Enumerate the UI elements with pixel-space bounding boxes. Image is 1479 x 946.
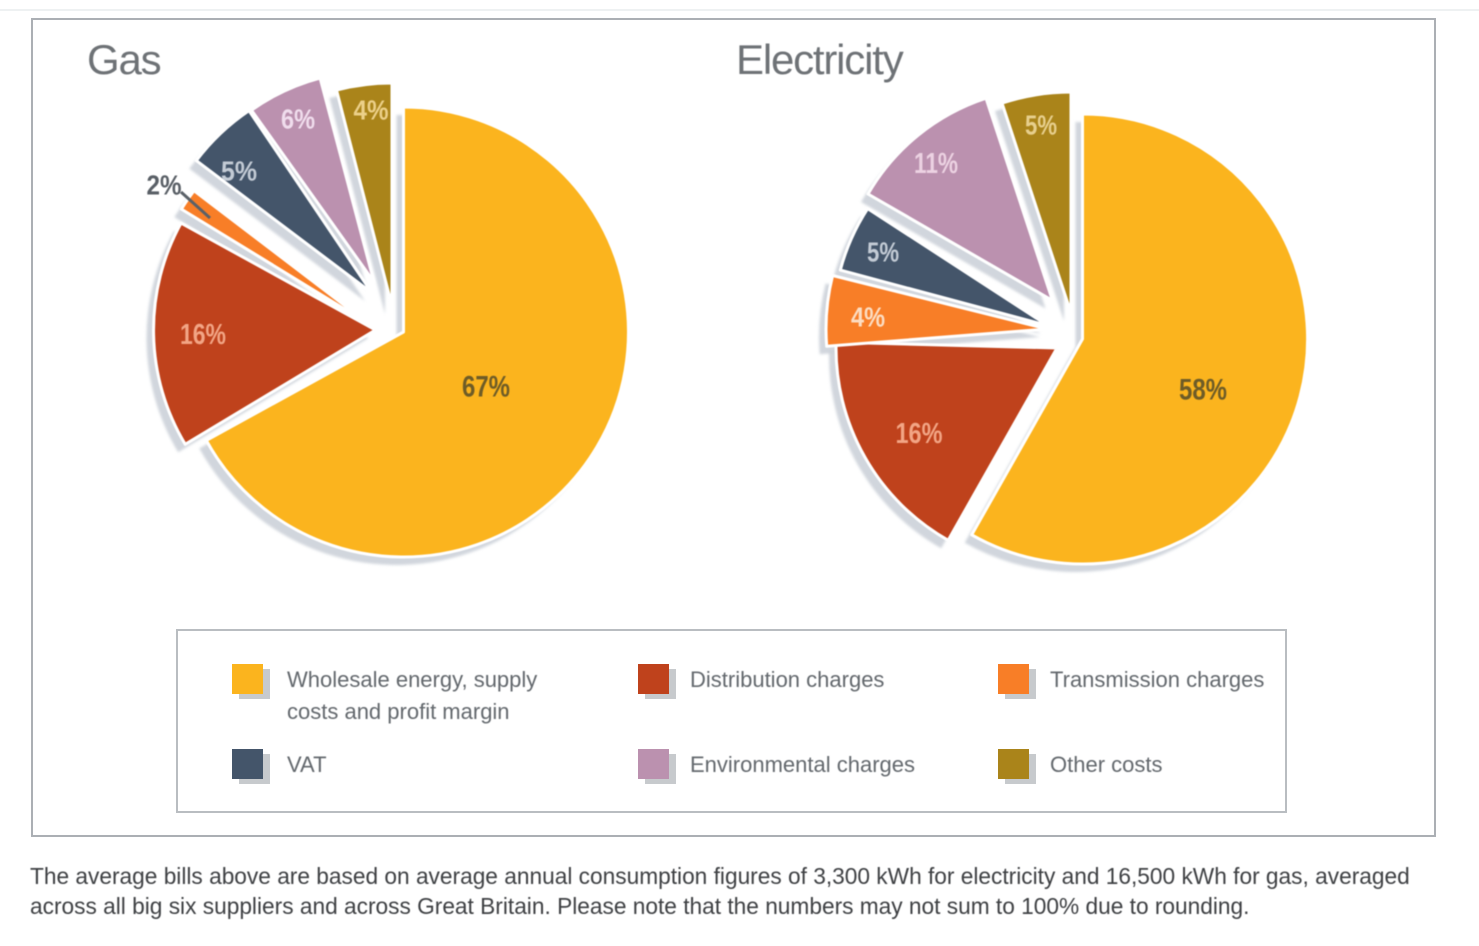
svg-text:6%: 6%	[281, 104, 315, 135]
svg-text:11%: 11%	[914, 148, 958, 180]
svg-text:58%: 58%	[1179, 374, 1227, 407]
svg-text:16%: 16%	[180, 319, 226, 351]
svg-text:67%: 67%	[462, 371, 510, 404]
svg-text:2%: 2%	[147, 170, 182, 201]
svg-text:16%: 16%	[896, 418, 943, 450]
svg-text:4%: 4%	[354, 95, 389, 126]
svg-text:5%: 5%	[867, 237, 899, 268]
svg-text:5%: 5%	[1025, 110, 1057, 141]
svg-text:5%: 5%	[221, 156, 257, 187]
svg-text:4%: 4%	[851, 302, 885, 333]
